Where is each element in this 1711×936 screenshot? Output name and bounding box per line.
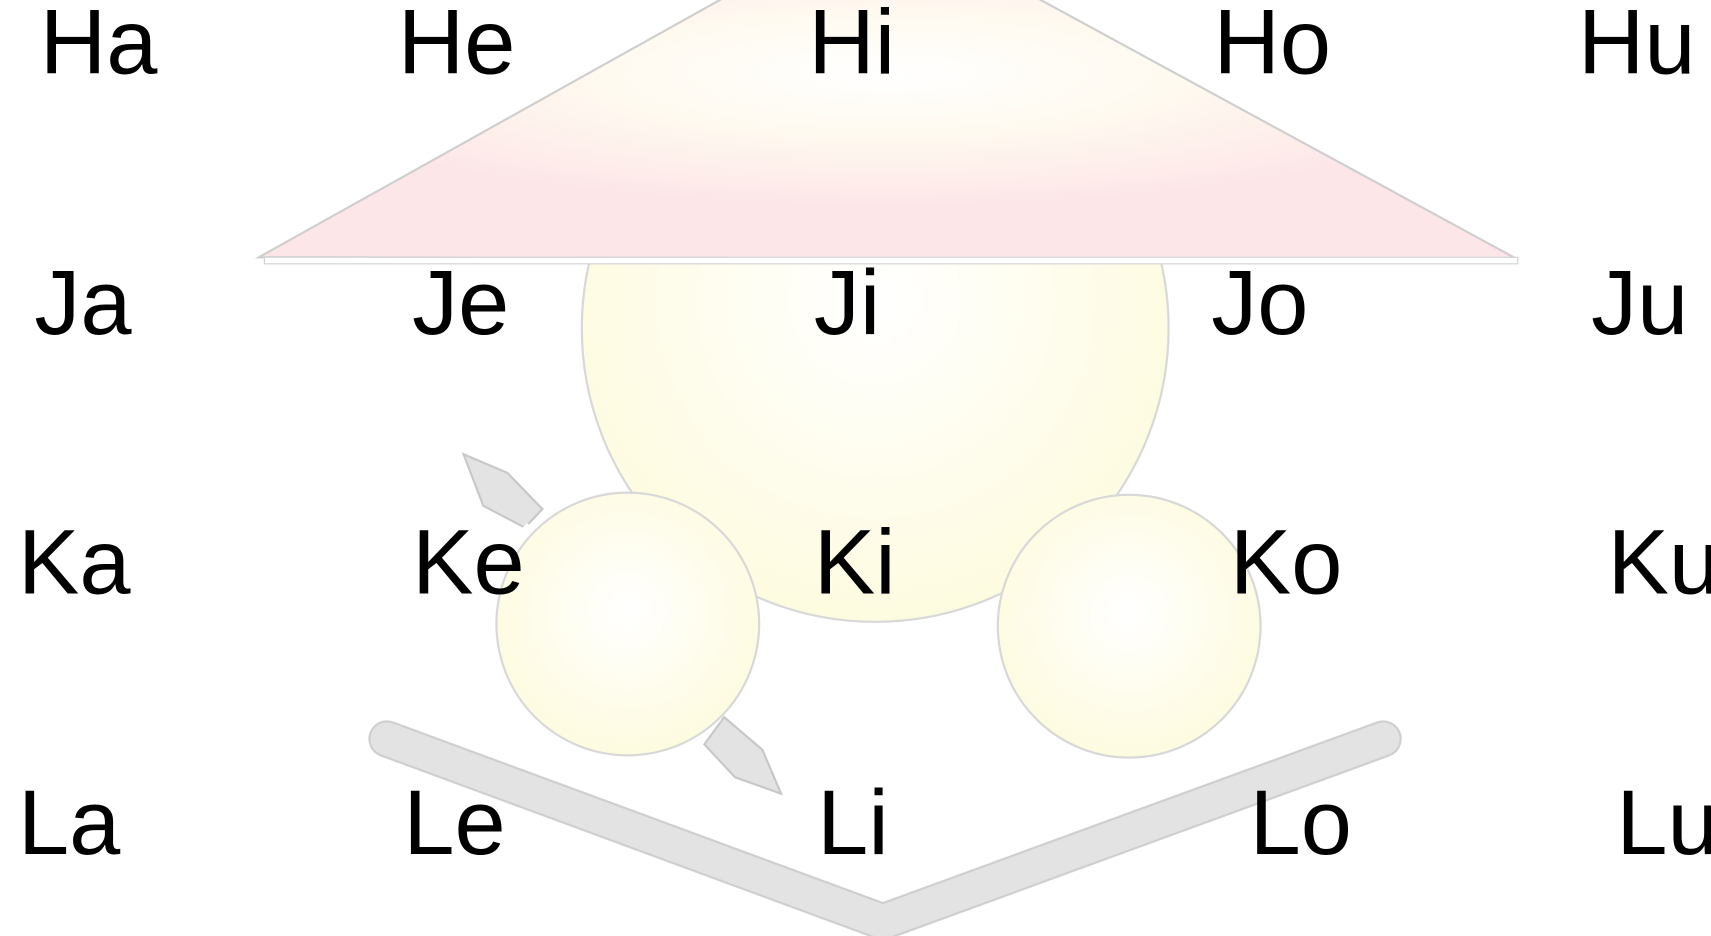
head bbox=[580, 262, 1170, 623]
syllable: Lu bbox=[1616, 772, 1711, 874]
background-figure bbox=[254, 0, 1519, 936]
right-hand bbox=[996, 493, 1262, 759]
arrow-tail bbox=[703, 715, 784, 796]
syllable-grid: Ha He Hi Ho Hu Ja Je Ji Jo Ju Ka Ke Ki Ko Ku La Le Li Lo Lu bbox=[18, 0, 1711, 874]
syllable: Ka bbox=[18, 512, 131, 614]
syllable: Ha bbox=[40, 0, 158, 94]
syllable: Ko bbox=[1230, 512, 1342, 614]
syllable: Ki bbox=[814, 512, 896, 614]
syllable: Ku bbox=[1608, 512, 1711, 614]
syllable: Ho bbox=[1213, 0, 1331, 94]
arrow-tip bbox=[461, 452, 544, 530]
syllable: Ji bbox=[814, 252, 880, 354]
book bbox=[370, 722, 1400, 936]
syllable: Le bbox=[403, 772, 505, 874]
syllable: Je bbox=[412, 252, 509, 354]
syllable: Ja bbox=[34, 252, 132, 354]
syllable: Jo bbox=[1211, 252, 1308, 354]
syllable: Lo bbox=[1250, 772, 1352, 874]
syllable: Ke bbox=[412, 512, 524, 614]
hat-brim bbox=[263, 256, 1519, 265]
syllable: Ju bbox=[1591, 252, 1688, 354]
syllable: He bbox=[398, 0, 516, 94]
syllable: Li bbox=[817, 772, 889, 874]
syllable: La bbox=[18, 772, 121, 874]
syllable: Hu bbox=[1578, 0, 1696, 94]
syllable: Hi bbox=[808, 0, 895, 94]
left-hand bbox=[495, 491, 761, 757]
